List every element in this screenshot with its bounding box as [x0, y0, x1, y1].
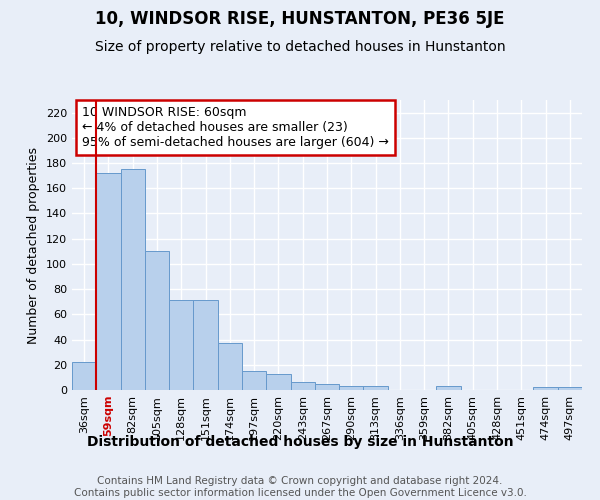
- Bar: [315, 384, 339, 390]
- Y-axis label: Number of detached properties: Number of detached properties: [28, 146, 40, 344]
- Text: Size of property relative to detached houses in Hunstanton: Size of property relative to detached ho…: [95, 40, 505, 54]
- Bar: [72, 362, 96, 390]
- Bar: [290, 382, 315, 390]
- Text: 10 WINDSOR RISE: 60sqm
← 4% of detached houses are smaller (23)
95% of semi-deta: 10 WINDSOR RISE: 60sqm ← 4% of detached …: [82, 106, 389, 149]
- Bar: [145, 252, 169, 390]
- Bar: [339, 386, 364, 390]
- Bar: [169, 300, 193, 390]
- Bar: [218, 344, 242, 390]
- Text: Contains HM Land Registry data © Crown copyright and database right 2024.
Contai: Contains HM Land Registry data © Crown c…: [74, 476, 526, 498]
- Bar: [193, 300, 218, 390]
- Bar: [533, 388, 558, 390]
- Bar: [558, 388, 582, 390]
- Bar: [266, 374, 290, 390]
- Text: 10, WINDSOR RISE, HUNSTANTON, PE36 5JE: 10, WINDSOR RISE, HUNSTANTON, PE36 5JE: [95, 10, 505, 28]
- Bar: [436, 386, 461, 390]
- Bar: [242, 371, 266, 390]
- Bar: [364, 386, 388, 390]
- Bar: [96, 173, 121, 390]
- Text: Distribution of detached houses by size in Hunstanton: Distribution of detached houses by size …: [86, 435, 514, 449]
- Bar: [121, 170, 145, 390]
